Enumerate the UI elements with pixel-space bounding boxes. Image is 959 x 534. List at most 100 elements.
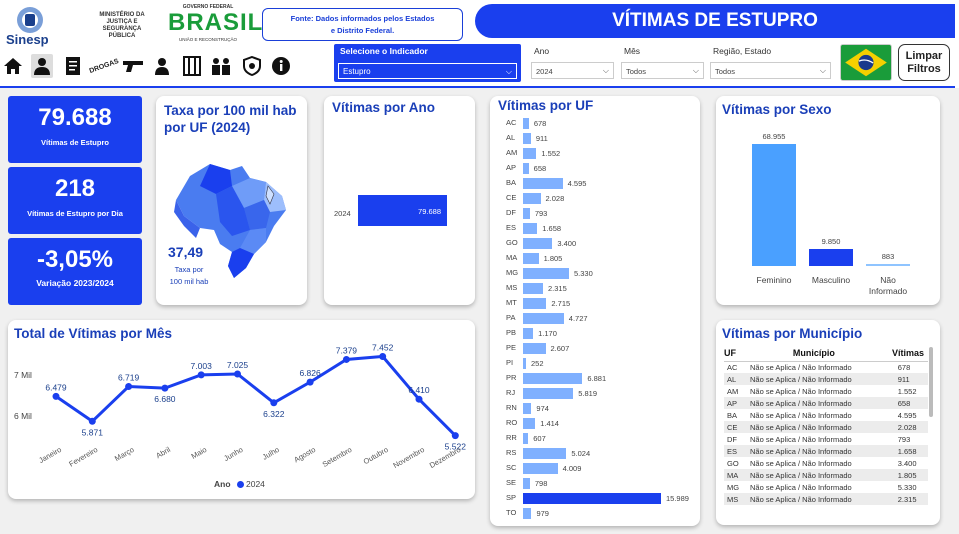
regiao-select[interactable]: Todos ⌵ bbox=[710, 62, 831, 79]
sexo-bar[interactable] bbox=[866, 264, 910, 266]
uf-bar[interactable] bbox=[523, 283, 543, 294]
uf-row-mg[interactable]: MG 5.330 bbox=[490, 267, 680, 281]
mes-point[interactable] bbox=[415, 395, 423, 403]
uf-row-pe[interactable]: PE 2.607 bbox=[490, 342, 680, 356]
uf-bar[interactable] bbox=[523, 253, 539, 264]
people-icon[interactable] bbox=[210, 54, 232, 78]
ano-select[interactable]: 2024 ⌵ bbox=[531, 62, 614, 79]
uf-row-pb[interactable]: PB 1.170 bbox=[490, 327, 680, 341]
col-uf[interactable]: UF bbox=[724, 345, 746, 362]
uf-row-ma[interactable]: MA 1.805 bbox=[490, 252, 680, 266]
uf-row-rs[interactable]: RS 5.024 bbox=[490, 447, 680, 461]
uf-row-es[interactable]: ES 1.658 bbox=[490, 222, 680, 236]
uf-row-ce[interactable]: CE 2.028 bbox=[490, 192, 680, 206]
uf-row-rn[interactable]: RN 974 bbox=[490, 402, 680, 416]
uf-row-sc[interactable]: SC 4.009 bbox=[490, 462, 680, 476]
uf-row-pr[interactable]: PR 6.881 bbox=[490, 372, 680, 386]
home-icon[interactable] bbox=[2, 54, 24, 78]
uf-bar[interactable] bbox=[523, 463, 558, 474]
mes-point[interactable] bbox=[270, 399, 278, 407]
mes-select[interactable]: Todos ⌵ bbox=[621, 62, 704, 79]
uf-bar[interactable] bbox=[523, 298, 547, 309]
person-icon[interactable] bbox=[31, 54, 53, 78]
mes-point[interactable] bbox=[125, 383, 133, 391]
table-row[interactable]: AL Não se Aplica / Não Informado 911 bbox=[724, 373, 928, 385]
uf-bar[interactable] bbox=[523, 418, 536, 429]
detainee-icon[interactable] bbox=[151, 54, 173, 78]
uf-bar[interactable] bbox=[523, 313, 564, 324]
prison-icon[interactable] bbox=[181, 54, 203, 78]
table-row[interactable]: MS Não se Aplica / Não Informado 2.315 bbox=[724, 493, 928, 505]
brazil-flag-icon[interactable] bbox=[840, 44, 892, 81]
uf-row-mt[interactable]: MT 2.715 bbox=[490, 297, 680, 311]
uf-row-pa[interactable]: PA 4.727 bbox=[490, 312, 680, 326]
clear-filters-button[interactable]: Limpar Filtros bbox=[898, 44, 950, 81]
mes-point[interactable] bbox=[306, 378, 314, 386]
uf-bar[interactable] bbox=[523, 358, 526, 369]
uf-bar[interactable] bbox=[523, 508, 532, 519]
table-row[interactable]: AP Não se Aplica / Não Informado 658 bbox=[724, 397, 928, 409]
sexo-bar[interactable] bbox=[752, 144, 796, 266]
table-row[interactable]: AM Não se Aplica / Não Informado 1.552 bbox=[724, 385, 928, 397]
uf-row-se[interactable]: SE 798 bbox=[490, 477, 680, 491]
uf-bar[interactable] bbox=[523, 448, 567, 459]
mes-point[interactable] bbox=[379, 352, 387, 360]
ano-chart-bar[interactable] bbox=[358, 195, 447, 226]
mes-point[interactable] bbox=[234, 370, 241, 378]
uf-row-sp[interactable]: SP 15.989 bbox=[490, 492, 689, 506]
uf-bar[interactable] bbox=[523, 193, 541, 204]
table-row[interactable]: DF Não se Aplica / Não Informado 793 bbox=[724, 433, 928, 445]
uf-bar[interactable] bbox=[523, 148, 537, 159]
uf-row-df[interactable]: DF 793 bbox=[490, 207, 680, 221]
uf-bar[interactable] bbox=[523, 268, 569, 279]
mes-point[interactable] bbox=[342, 355, 350, 363]
indicator-select[interactable]: Estupro ⌵ bbox=[338, 63, 517, 79]
sexo-bar[interactable] bbox=[809, 248, 853, 266]
table-row[interactable]: MA Não se Aplica / Não Informado 1.805 bbox=[724, 469, 928, 481]
uf-bar[interactable] bbox=[523, 403, 532, 414]
gun-icon[interactable] bbox=[122, 54, 144, 78]
info-icon[interactable] bbox=[270, 54, 292, 78]
table-row[interactable]: GO Não se Aplica / Não Informado 3.400 bbox=[724, 457, 928, 469]
uf-bar[interactable] bbox=[523, 343, 546, 354]
uf-row-ap[interactable]: AP 658 bbox=[490, 162, 680, 176]
col-municipio[interactable]: Município bbox=[746, 345, 882, 362]
uf-bar[interactable] bbox=[523, 133, 531, 144]
uf-row-rr[interactable]: RR 607 bbox=[490, 432, 680, 446]
badge-icon[interactable] bbox=[241, 54, 263, 78]
uf-bar[interactable] bbox=[523, 163, 529, 174]
uf-bar[interactable] bbox=[523, 238, 553, 249]
uf-row-ba[interactable]: BA 4.595 bbox=[490, 177, 680, 191]
table-row[interactable]: CE Não se Aplica / Não Informado 2.028 bbox=[724, 421, 928, 433]
uf-row-ro[interactable]: RO 1.414 bbox=[490, 417, 680, 431]
uf-bar[interactable] bbox=[523, 178, 563, 189]
mes-point[interactable] bbox=[52, 392, 60, 400]
uf-row-al[interactable]: AL 911 bbox=[490, 132, 680, 146]
table-row[interactable]: BA Não se Aplica / Não Informado 4.595 bbox=[724, 409, 928, 421]
uf-row-ms[interactable]: MS 2.315 bbox=[490, 282, 680, 296]
mes-point[interactable] bbox=[197, 371, 205, 379]
brazil-map[interactable] bbox=[170, 156, 292, 278]
table-row[interactable]: MG Não se Aplica / Não Informado 5.330 bbox=[724, 481, 928, 493]
uf-bar[interactable] bbox=[523, 208, 530, 219]
uf-bar[interactable] bbox=[523, 373, 583, 384]
uf-bar[interactable] bbox=[523, 328, 534, 339]
col-vitimas[interactable]: Vítimas bbox=[881, 345, 928, 362]
uf-row-go[interactable]: GO 3.400 bbox=[490, 237, 680, 251]
table-row[interactable]: ES Não se Aplica / Não Informado 1.658 bbox=[724, 445, 928, 457]
document-icon[interactable] bbox=[62, 54, 84, 78]
uf-row-ac[interactable]: AC 678 bbox=[490, 117, 680, 131]
mes-line[interactable] bbox=[55, 354, 457, 437]
table-row[interactable]: AC Não se Aplica / Não Informado 678 bbox=[724, 361, 928, 373]
mes-point[interactable] bbox=[88, 417, 96, 425]
mes-point[interactable] bbox=[451, 432, 459, 440]
uf-bar[interactable] bbox=[523, 118, 529, 129]
uf-bar[interactable] bbox=[523, 388, 574, 399]
mes-point[interactable] bbox=[161, 384, 169, 392]
uf-row-pi[interactable]: PI 252 bbox=[490, 357, 680, 371]
table-scrollbar[interactable] bbox=[929, 347, 933, 417]
uf-bar[interactable] bbox=[523, 433, 529, 444]
uf-row-rj[interactable]: RJ 5.819 bbox=[490, 387, 680, 401]
uf-row-am[interactable]: AM 1.552 bbox=[490, 147, 680, 161]
uf-bar[interactable] bbox=[523, 223, 538, 234]
